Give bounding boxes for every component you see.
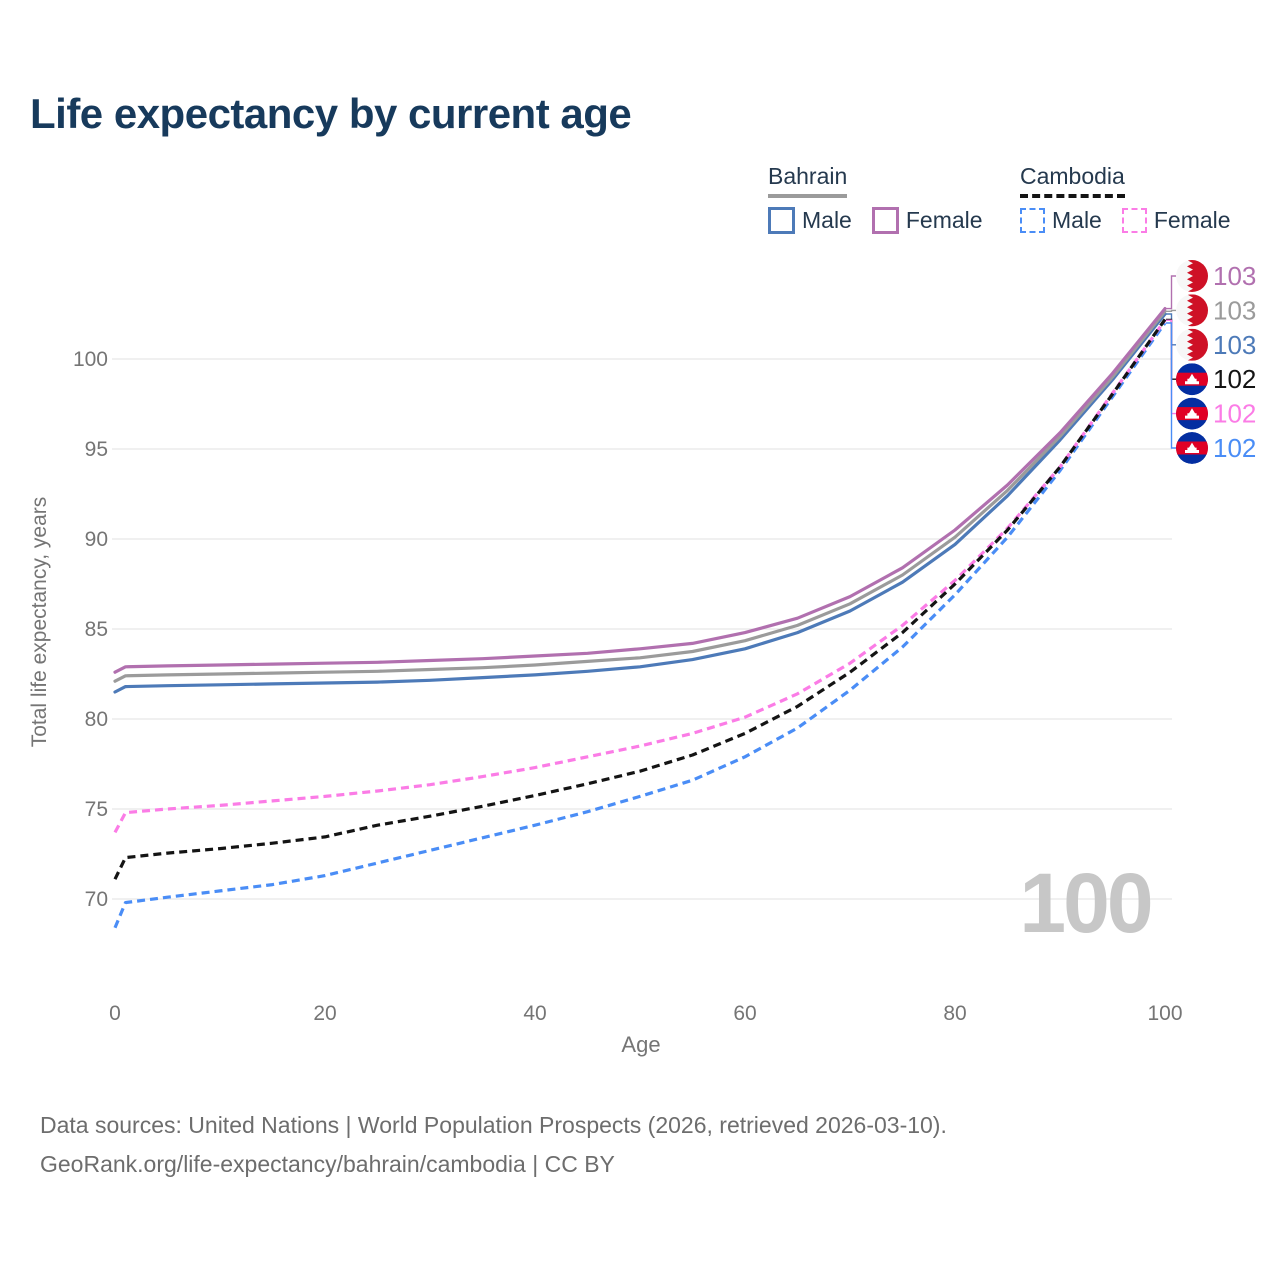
series-line-cambodia_male[interactable] <box>113 322 1167 929</box>
flag-red-serration <box>1187 260 1208 292</box>
legend-item-bahrain-female[interactable]: Female <box>871 207 983 234</box>
y-tick-label-70: 70 <box>85 888 108 911</box>
cambodia-flag-icon <box>1176 397 1208 430</box>
end-value-label-bahrain_total: 103 <box>1213 295 1256 325</box>
bahrain-female-swatch-icon <box>871 207 899 234</box>
legend-row-cambodia: Male Female <box>1020 207 1231 234</box>
cambodia-male-swatch-icon <box>1020 208 1045 233</box>
x-tick-label-20: 20 <box>313 1002 336 1025</box>
legend-country-bahrain[interactable]: Bahrain <box>768 163 848 198</box>
flag-temple-glyph <box>1185 408 1199 419</box>
leader-line-bahrain_total <box>1166 309 1176 312</box>
y-tick-label-90: 90 <box>85 528 108 551</box>
series-line-bahrain_female[interactable] <box>113 307 1167 674</box>
legend-country-cambodia[interactable]: Cambodia <box>1020 163 1125 198</box>
end-value-label-cambodia_total: 102 <box>1213 364 1256 394</box>
chart-footer: Data sources: United Nations | World Pop… <box>40 1106 947 1184</box>
y-tick-label-85: 85 <box>85 618 108 641</box>
y-axis-title: Total life expectancy, years <box>28 497 51 748</box>
end-value-label-cambodia_female: 102 <box>1213 399 1256 429</box>
x-tick-label-40: 40 <box>523 1002 546 1025</box>
legend-group-bahrain: Bahrain Male Female <box>768 163 983 234</box>
y-tick-label-80: 80 <box>85 708 108 731</box>
legend-item-cambodia-female[interactable]: Female <box>1121 207 1231 234</box>
x-tick-label-0: 0 <box>109 1002 121 1025</box>
bahrain-flag-icon <box>1176 294 1208 327</box>
cambodia-flag-icon <box>1176 363 1208 396</box>
bahrain-male-swatch-icon <box>768 207 795 234</box>
data-sources-text: Data sources: United Nations | World Pop… <box>40 1112 947 1138</box>
leader-line-bahrain_female <box>1166 275 1176 310</box>
attribution-text: GeoRank.org/life-expectancy/bahrain/camb… <box>40 1151 615 1177</box>
cambodia-flag-icon <box>1176 432 1208 464</box>
legend-label-cambodia-male: Male <box>1052 207 1102 233</box>
end-value-label-cambodia_male: 102 <box>1213 433 1256 463</box>
flag-temple-glyph <box>1185 442 1199 453</box>
page-title: Life expectancy by current age <box>30 90 632 137</box>
legend-label-bahrain-male: Male <box>802 207 852 233</box>
series-line-cambodia_female[interactable] <box>113 319 1167 834</box>
bahrain-flag-icon <box>1176 260 1208 292</box>
y-tick-label-75: 75 <box>85 798 108 821</box>
chart-legend: Bahrain Male Female Cambodia Male <box>0 163 1280 243</box>
legend-item-bahrain-male[interactable]: Male <box>768 207 852 234</box>
x-tick-label-100: 100 <box>1147 1002 1182 1025</box>
leader-line-cambodia_male <box>1166 322 1176 449</box>
end-value-label-bahrain_male: 103 <box>1213 330 1256 360</box>
legend-label-cambodia-female: Female <box>1153 207 1231 233</box>
cambodia-female-swatch-icon <box>1121 208 1147 233</box>
y-tick-label-100: 100 <box>73 348 108 371</box>
legend-group-cambodia: Cambodia Male Female <box>1020 163 1231 234</box>
series-line-bahrain_male[interactable] <box>113 312 1167 694</box>
legend-label-bahrain-female: Female <box>905 207 983 233</box>
flag-red-serration <box>1187 328 1208 361</box>
flag-temple-glyph <box>1185 373 1199 385</box>
legend-row-bahrain: Male Female <box>768 207 983 234</box>
bahrain-flag-icon <box>1176 328 1208 361</box>
series-line-bahrain_total[interactable] <box>113 309 1167 683</box>
series-line-cambodia_total[interactable] <box>113 318 1167 880</box>
legend-item-cambodia-male[interactable]: Male <box>1020 207 1102 234</box>
flag-red-serration <box>1187 294 1208 327</box>
y-tick-label-95: 95 <box>85 438 108 461</box>
x-axis-title: Age <box>621 1032 660 1057</box>
x-tick-label-80: 80 <box>943 1002 966 1025</box>
end-value-label-bahrain_female: 103 <box>1213 261 1256 291</box>
x-tick-label-60: 60 <box>733 1002 756 1025</box>
